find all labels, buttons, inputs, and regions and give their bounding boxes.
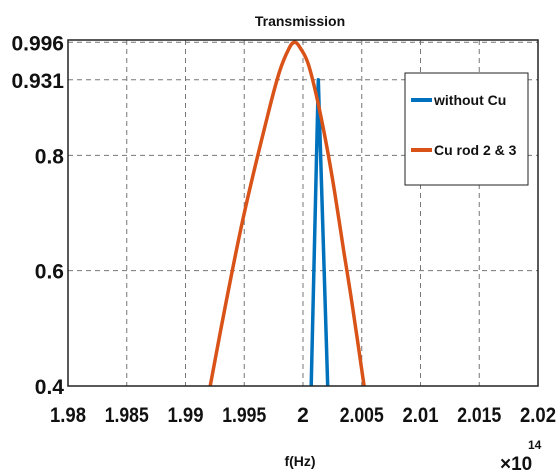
- legend: without Cu Cu rod 2 & 3: [404, 72, 529, 186]
- y-tick-label: 0.6: [35, 261, 64, 284]
- y-tick-label: 0.8: [35, 145, 65, 168]
- series-line-cu-rod: [208, 40, 366, 387]
- x-tick-label: 2.02: [520, 404, 556, 427]
- legend-label-without-cu: without Cu: [433, 92, 506, 108]
- legend-label-cu-rod: Cu rod 2 & 3: [434, 142, 517, 158]
- x-tick-label: 1.99: [168, 404, 204, 427]
- x-tick-label: 2: [297, 404, 309, 427]
- x-tick-label: 1.98: [50, 404, 86, 427]
- y-tick-label: 0.996: [11, 32, 64, 55]
- plot-area-frame: [67, 39, 539, 387]
- y-tick-label: 0.931: [11, 70, 64, 93]
- chart-title: Transmission: [255, 13, 345, 29]
- legend-box: [404, 72, 529, 186]
- x-tick-label: 2.015: [457, 404, 501, 427]
- x-tick-labels: 1.98 1.985 1.99 1.995 2 2.005 2.01 2.015 2.02: [50, 404, 556, 427]
- series-line-without-cu: [309, 78, 330, 387]
- x-tick-label: 1.985: [105, 404, 149, 427]
- series-layer: [208, 40, 366, 387]
- x-tick-label: 1.995: [222, 404, 266, 427]
- x-axis-label: f(Hz): [284, 453, 315, 469]
- x-tick-label: 2.005: [340, 404, 384, 427]
- y-tick-label: 0.4: [35, 376, 65, 399]
- x-tick-label: 2.01: [403, 404, 439, 427]
- y-tick-labels: 0.4 0.6 0.8 0.931 0.996: [11, 32, 64, 399]
- x-exponent-label: ×10: [500, 454, 532, 475]
- x-exponent-power: 14: [528, 438, 542, 452]
